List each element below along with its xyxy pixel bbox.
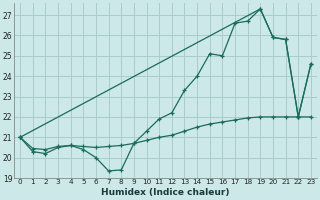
X-axis label: Humidex (Indice chaleur): Humidex (Indice chaleur): [101, 188, 230, 197]
